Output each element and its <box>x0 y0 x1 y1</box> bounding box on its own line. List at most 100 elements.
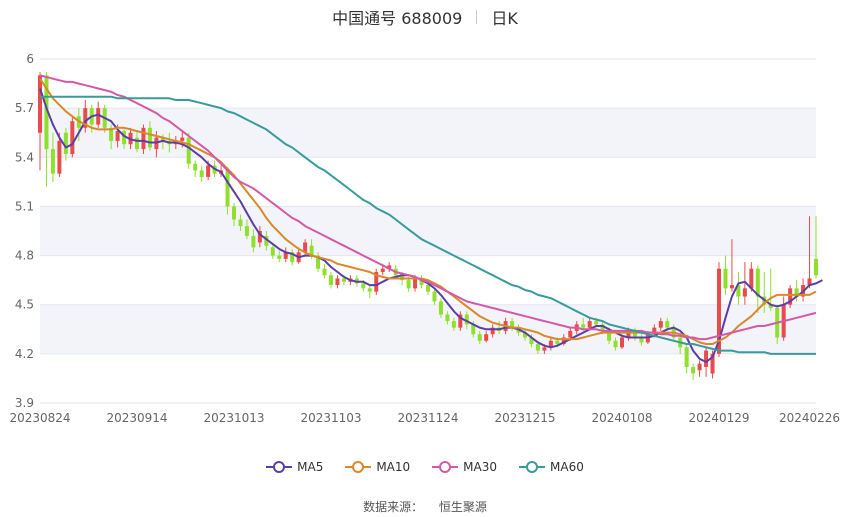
candle-down <box>723 268 728 289</box>
x-tick-label: 20230914 <box>106 411 167 425</box>
candle-up <box>716 268 722 354</box>
y-tick-label: 3.9 <box>15 396 34 410</box>
x-tick-label: 20230824 <box>9 411 70 425</box>
candle-down <box>406 280 411 289</box>
candle-up <box>180 137 185 141</box>
ma5-legend-icon <box>266 461 293 473</box>
y-tick-label: 5.7 <box>15 101 34 115</box>
legend-label-ma60: MA60 <box>550 460 584 474</box>
candle-up <box>57 140 62 174</box>
candle-up <box>742 288 747 297</box>
candle-up <box>561 337 566 345</box>
candle-up <box>548 340 553 348</box>
candle-down <box>445 314 450 322</box>
candle-down <box>464 314 469 325</box>
candle-down <box>361 283 366 289</box>
candle-down <box>684 347 689 367</box>
chart-title: 中国通号 688009 <box>332 9 463 28</box>
candle-up <box>115 131 120 141</box>
x-tick-label: 20240129 <box>688 411 749 425</box>
candle-down <box>755 268 760 297</box>
candle-up <box>206 165 211 177</box>
ma30-line <box>39 74 817 341</box>
candle-down <box>600 324 605 331</box>
candle-up <box>257 231 262 243</box>
x-tick-label: 20240226 <box>779 411 840 425</box>
candle-up <box>490 327 495 335</box>
period-label[interactable]: 日K <box>491 9 518 28</box>
ma5-line <box>39 88 823 363</box>
candle-up <box>374 271 379 292</box>
candle-up <box>807 278 812 286</box>
candle-down <box>794 288 799 297</box>
y-tick-label: 5.4 <box>15 150 34 164</box>
source-label: 数据来源： <box>363 500 424 514</box>
candle-down <box>607 330 612 341</box>
candle-down <box>63 132 68 155</box>
candle-down <box>264 235 269 246</box>
candle-down <box>477 334 482 341</box>
legend-item-ma60[interactable]: MA60 <box>519 460 584 474</box>
candle-down <box>594 321 599 325</box>
candle-down <box>290 252 295 263</box>
candle-up <box>697 363 702 371</box>
candle-down <box>425 285 431 292</box>
candle-up <box>626 330 631 338</box>
ma60-line <box>40 95 816 355</box>
candle-down <box>535 344 540 351</box>
x-tick-label: 20231013 <box>203 411 264 425</box>
candle-up <box>70 121 75 155</box>
x-tick-label: 20231215 <box>494 411 555 425</box>
candle-up <box>83 108 88 128</box>
candle-up <box>568 330 573 338</box>
candle-up <box>37 75 43 133</box>
candle-down <box>341 278 346 282</box>
y-tick-label: 4.8 <box>15 249 34 263</box>
candle-down <box>147 127 152 148</box>
candle-down <box>432 291 437 302</box>
ma30-legend-icon <box>432 461 459 473</box>
ma10-legend-icon <box>345 461 372 473</box>
legend-item-ma30[interactable]: MA30 <box>432 460 497 474</box>
legend-label-ma10: MA10 <box>376 460 411 474</box>
candle-up <box>788 288 793 305</box>
candle-up <box>704 350 709 367</box>
legend-item-ma5[interactable]: MA5 <box>266 460 323 474</box>
source-name: 恒生聚源 <box>438 500 487 514</box>
candle-up <box>335 278 340 286</box>
candle-down <box>231 206 237 220</box>
candle-up <box>710 353 715 374</box>
candle-down <box>44 75 49 150</box>
candle-up <box>458 314 463 328</box>
candle-up <box>484 334 489 341</box>
candle-down <box>471 324 476 335</box>
ma10-line <box>39 78 817 345</box>
candle-down <box>367 288 372 292</box>
candle-down <box>225 170 230 207</box>
x-tick-label: 20231124 <box>397 411 458 425</box>
candle-up <box>749 268 754 289</box>
candle-up <box>283 252 288 259</box>
candle-down <box>768 304 773 308</box>
y-tick-label: 6 <box>26 52 34 66</box>
candle-down <box>438 301 443 315</box>
candle-down <box>419 278 424 286</box>
candle-down <box>665 321 670 328</box>
candle-down <box>613 340 618 348</box>
x-tick-label: 20231103 <box>300 411 361 425</box>
candle-up <box>658 321 663 328</box>
candle-up <box>380 268 385 272</box>
data-source: 数据来源： 恒生聚源 <box>0 498 850 515</box>
candle-down <box>270 247 275 256</box>
candle-down <box>238 219 243 227</box>
candle-down <box>581 324 586 328</box>
candle-down <box>199 170 204 177</box>
candle-down <box>50 149 55 174</box>
candle-down <box>122 131 127 145</box>
y-tick-label: 4.5 <box>15 298 34 312</box>
candle-down <box>555 340 560 345</box>
legend-item-ma10[interactable]: MA10 <box>345 460 410 474</box>
candle-up <box>619 337 625 348</box>
candle-up <box>587 321 592 328</box>
